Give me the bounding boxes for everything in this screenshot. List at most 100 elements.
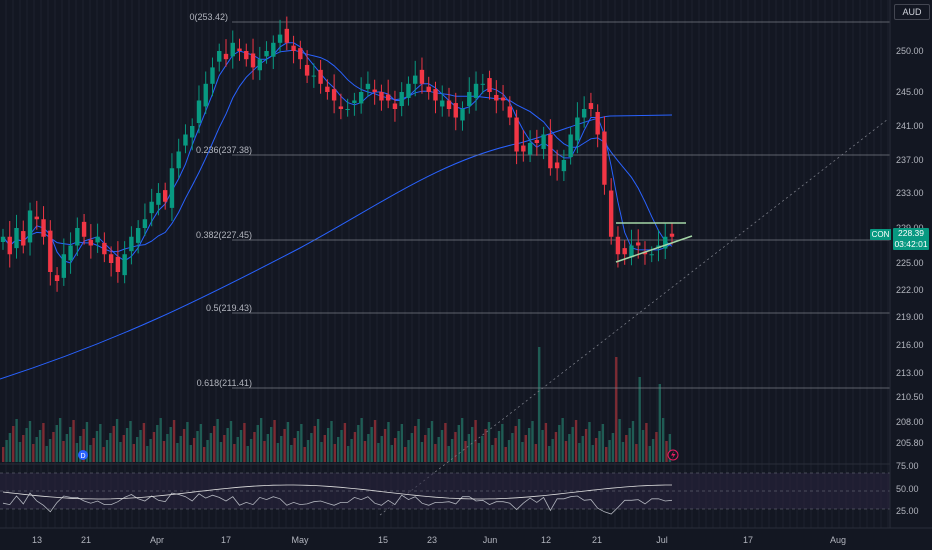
- volume-bar: [45, 446, 48, 462]
- candle-body: [480, 83, 485, 85]
- dividend-marker-icon[interactable]: [78, 450, 88, 460]
- candle-body: [615, 236, 621, 255]
- support-trendline: [615, 235, 693, 263]
- fib-label: 0.236(237.38): [196, 145, 252, 155]
- candle-body: [210, 67, 215, 84]
- candle-body: [548, 134, 553, 169]
- candle-body: [602, 131, 607, 185]
- volume-bar: [32, 444, 35, 462]
- candle-body: [595, 111, 600, 135]
- price-axis-label: 213.00: [896, 368, 924, 378]
- event-markers[interactable]: D: [78, 449, 679, 461]
- volume-bar: [293, 438, 296, 462]
- rsi-axis-label: 50.00: [896, 484, 919, 494]
- volume-bar: [223, 435, 226, 462]
- volume-bar: [380, 436, 383, 462]
- volume-bar: [410, 433, 414, 462]
- candle-body: [345, 109, 350, 110]
- volume-bar: [383, 429, 387, 462]
- price-axis[interactable]: 250.00245.00241.00237.00233.00229.00225.…: [889, 0, 924, 528]
- volume-bar: [139, 430, 142, 462]
- volume-bar: [471, 427, 474, 462]
- candlesticks: [0, 16, 675, 292]
- flash-icon: [671, 451, 676, 459]
- volume-bar: [527, 428, 531, 462]
- volume-bar: [397, 431, 400, 462]
- candle-body: [48, 230, 53, 272]
- time-axis[interactable]: 13 21 Apr 17 May 15 23 Jun 12 21 Jul 17 Aug: [0, 527, 932, 545]
- time-axis-label: 21: [81, 535, 91, 545]
- volume-bar: [427, 428, 430, 462]
- volume-bar: [581, 436, 584, 462]
- volume-bar: [393, 438, 397, 462]
- candle-body: [426, 86, 431, 92]
- volume-bar: [276, 443, 280, 462]
- candle-body: [190, 126, 195, 138]
- candle-body: [392, 103, 398, 109]
- time-axis-label: May: [291, 535, 309, 545]
- volume-bar: [658, 384, 661, 462]
- price-axis-label: 250.00: [896, 46, 924, 56]
- bar-countdown: 03:42:01: [894, 238, 928, 249]
- volume-bar: [588, 422, 591, 462]
- volume-bar: [370, 427, 373, 462]
- volume-bar: [122, 435, 125, 462]
- time-axis-label: 13: [32, 535, 42, 545]
- time-axis-label: 12: [541, 535, 551, 545]
- volume-bar: [668, 434, 672, 462]
- volume-bar: [132, 444, 136, 462]
- volume-bar: [651, 439, 655, 462]
- volume-bar: [206, 440, 209, 462]
- volume-bar: [578, 443, 581, 462]
- volume-bar: [169, 427, 172, 462]
- volume-bar: [300, 424, 303, 462]
- price-axis-label: 208.00: [896, 417, 924, 427]
- volume-bar: [306, 440, 310, 462]
- fib-label: 0(253.42): [189, 12, 228, 22]
- candle-body: [379, 92, 384, 101]
- volume-bar: [85, 422, 89, 462]
- time-axis-label: 17: [743, 535, 753, 545]
- candle-body: [365, 83, 371, 90]
- price-axis-label: 219.00: [896, 312, 924, 322]
- volume-bar: [615, 357, 618, 462]
- volume-bar: [460, 418, 464, 462]
- volume-bar: [594, 438, 598, 462]
- candle-body: [311, 75, 317, 77]
- volume-bar: [608, 440, 611, 462]
- volume-bar: [326, 428, 330, 462]
- volume-bar: [226, 428, 229, 462]
- volume-bar: [216, 419, 219, 462]
- price-axis-label: 233.00: [896, 188, 924, 198]
- volume-bar: [517, 419, 521, 462]
- volume-bar: [350, 439, 353, 462]
- currency-badge[interactable]: AUD: [894, 4, 930, 20]
- candle-body: [473, 83, 479, 98]
- time-axis-label: 21: [592, 535, 602, 545]
- candle-body: [521, 145, 526, 152]
- candle-body: [162, 190, 168, 202]
- volume-bar: [176, 443, 179, 462]
- volume-bar: [645, 423, 648, 462]
- candle-body: [669, 233, 675, 237]
- volume-bar: [283, 429, 286, 462]
- candle-body: [95, 236, 100, 243]
- volume-bar: [641, 430, 645, 462]
- volume-bar: [494, 438, 497, 462]
- volume-bar: [249, 439, 253, 462]
- candle-body: [27, 210, 33, 243]
- ma-slow-line: [0, 114, 673, 380]
- price-axis-label: 216.00: [896, 340, 924, 350]
- volume-bar: [447, 446, 450, 462]
- volume-bar: [280, 436, 283, 462]
- candle-body: [649, 254, 654, 256]
- candle-body: [237, 48, 242, 51]
- volume-bar: [628, 428, 631, 462]
- volume-bar: [390, 445, 393, 462]
- volume-bar: [598, 431, 601, 462]
- volume-bar: [5, 440, 8, 462]
- volume-bar: [263, 441, 266, 462]
- volume-bar: [467, 434, 471, 462]
